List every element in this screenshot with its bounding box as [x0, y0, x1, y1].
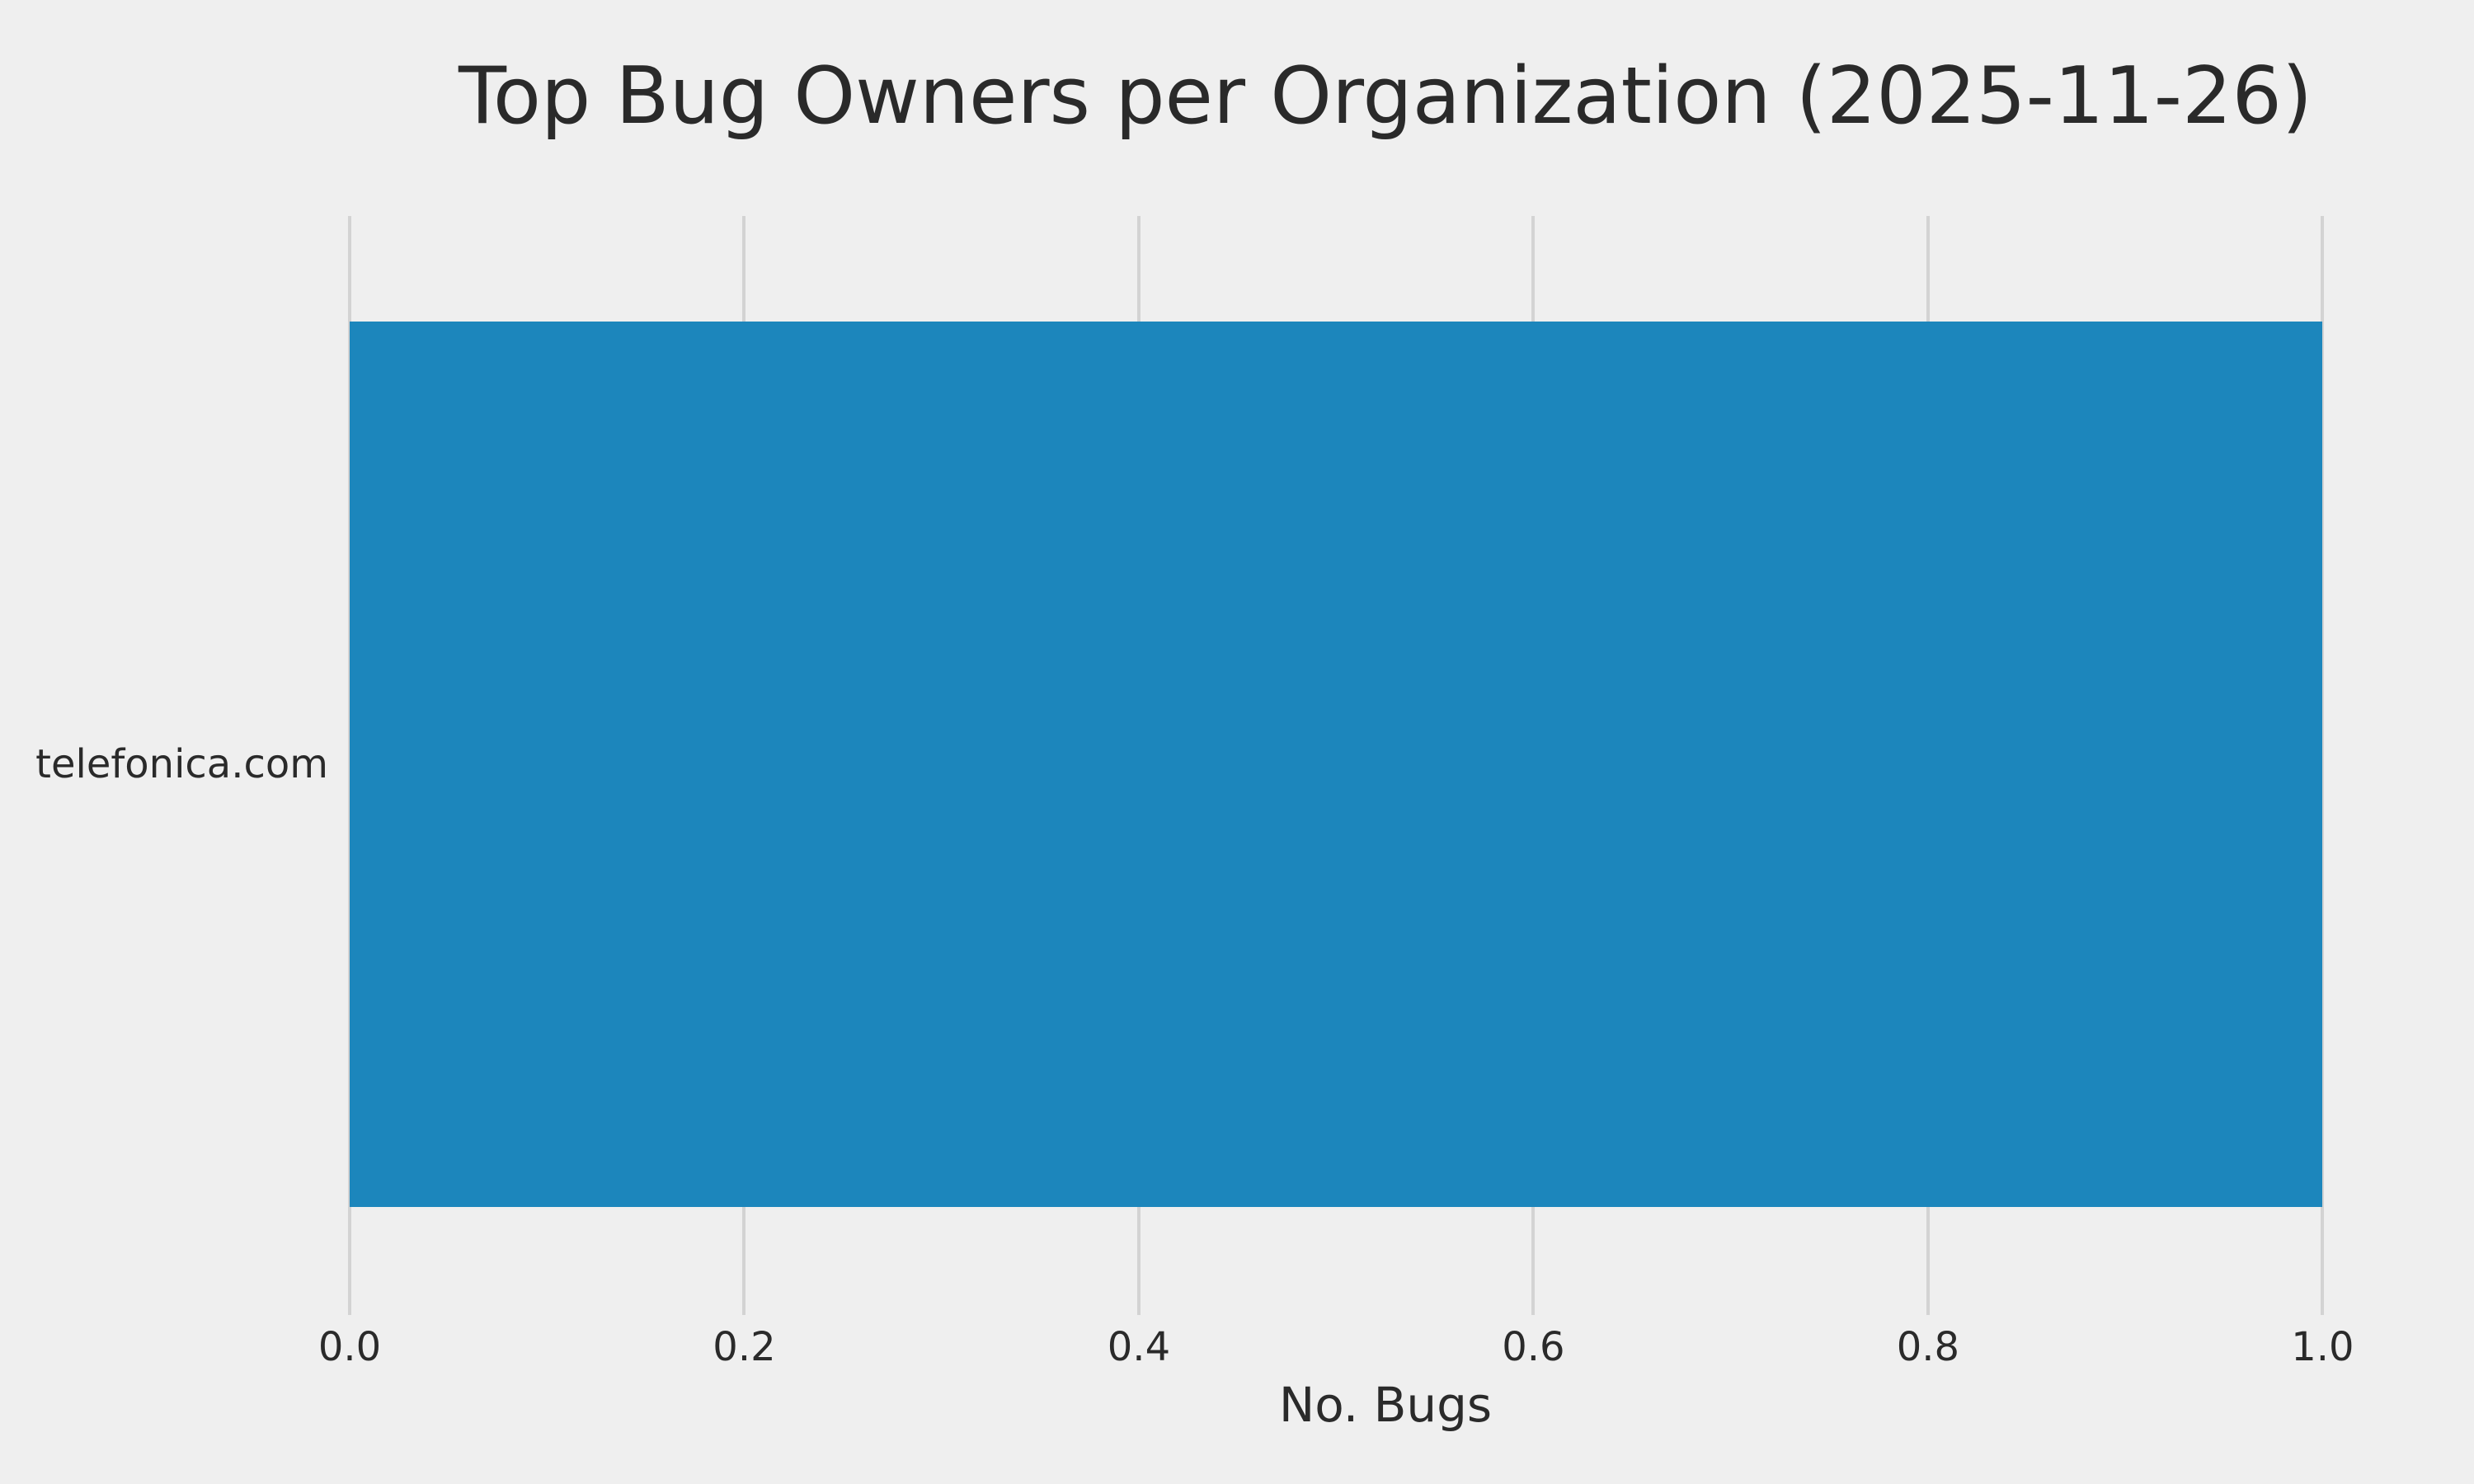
x-tick-label: 0.0 [317, 1324, 382, 1370]
gridline [2321, 216, 2325, 1315]
x-tick-label: 0.2 [713, 1324, 776, 1370]
x-tick-label: 0.4 [1107, 1324, 1171, 1370]
x-tick-label: 0.8 [1896, 1324, 1960, 1370]
bar-telefonica-com [350, 322, 2323, 1207]
x-axis-label: No. Bugs [1278, 1377, 1493, 1433]
x-tick-label: 1.0 [2291, 1324, 2354, 1370]
plot-area [348, 216, 2421, 1315]
y-tick-label-telefonica: telefonica.com [35, 741, 328, 787]
chart-title: Top Bug Owners per Organization (2025-11… [458, 51, 2313, 142]
x-tick-label: 0.6 [1502, 1324, 1565, 1370]
